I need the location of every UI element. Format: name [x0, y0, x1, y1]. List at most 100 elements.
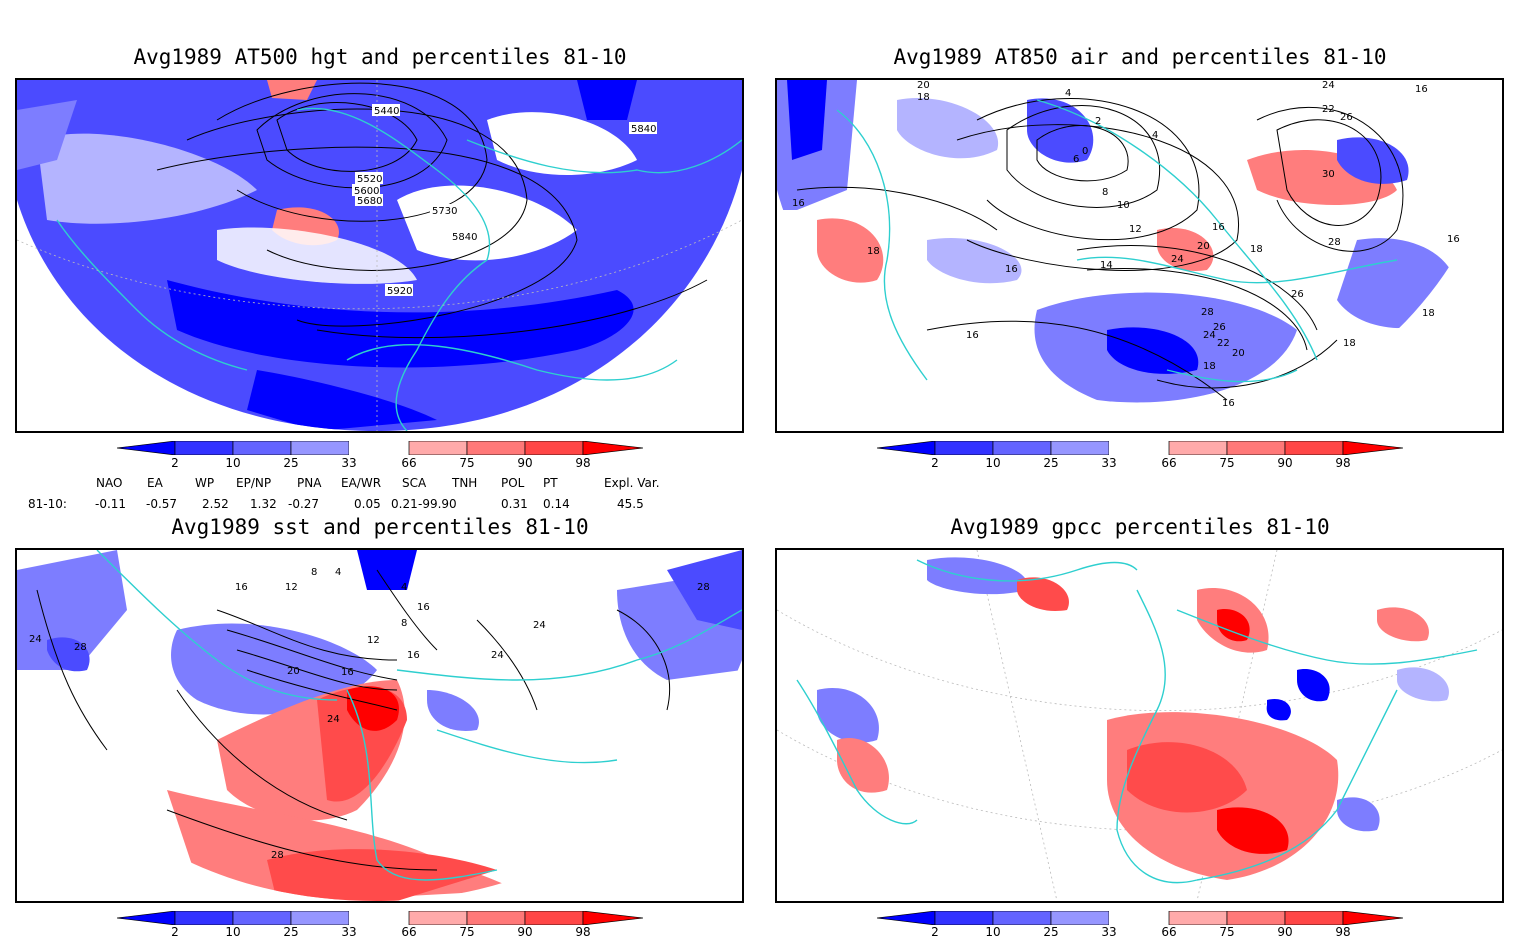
index-header: POL	[501, 476, 525, 490]
contour-label: 20	[287, 666, 300, 677]
map-hgt500-graphic: 5440 5840 5520 5600 5680 5730 5840 5920	[17, 80, 742, 431]
colorbar-label: 66	[1161, 456, 1177, 470]
colorbar-sst: 2 10 25 33 66 75 90 98	[116, 910, 644, 940]
contour-label: 5920	[387, 286, 412, 297]
contour-label: 5440	[374, 106, 399, 117]
contour-label: 12	[367, 635, 380, 646]
contour-label: 4	[1065, 88, 1071, 99]
contour-label: 4	[1152, 130, 1158, 141]
colorbar-label: 10	[225, 456, 241, 470]
panel-title-air850: Avg1989 AT850 air and percentiles 81-10	[893, 45, 1387, 69]
contour-label: 20	[917, 80, 930, 91]
colorbar-label: 2	[931, 925, 939, 939]
contour-label: 24	[1322, 80, 1335, 91]
contour-label: 16	[1222, 398, 1235, 409]
contour-label: 24	[29, 634, 42, 645]
map-panel-sst: 24 28 16 12 8 4 4 8 12 16 20 16 24 24 28…	[15, 548, 744, 903]
colorbar-label: 75	[1219, 925, 1235, 939]
contour-label: 26	[1340, 112, 1353, 123]
contour-label: 16	[1212, 222, 1225, 233]
index-row-label: 81-10:	[28, 497, 67, 511]
colorbar-label: 25	[283, 456, 299, 470]
colorbar-label: 10	[225, 925, 241, 939]
colorbar-label: 98	[575, 456, 591, 470]
index-value: 0.31	[501, 497, 528, 511]
contour-label: 18	[1203, 361, 1216, 372]
index-header: PNA	[297, 476, 322, 490]
contour-label: 5840	[452, 232, 477, 243]
contour-label: 28	[271, 850, 284, 861]
contour-label: 16	[966, 330, 979, 341]
panel-title-hgt500: Avg1989 AT500 hgt and percentiles 81-10	[133, 45, 627, 69]
contour-label: 18	[1343, 338, 1356, 349]
colorbar-label: 33	[1101, 925, 1117, 939]
contour-label: 18	[1250, 244, 1263, 255]
colorbar-graphic	[876, 910, 1404, 926]
contour-label: 8	[311, 567, 317, 578]
contour-label: 12	[285, 582, 298, 593]
panel-title-gpcc: Avg1989 gpcc percentiles 81-10	[950, 515, 1330, 539]
contour-label: 10	[1117, 200, 1130, 211]
map-gpcc-graphic	[777, 550, 1502, 901]
contour-label: 24	[533, 620, 546, 631]
contour-label: 22	[1322, 104, 1335, 115]
index-value: 1.32	[250, 497, 277, 511]
colorbar-air850: 2 10 25 33 66 75 90 98	[876, 440, 1404, 472]
panel-title-sst: Avg1989 sst and percentiles 81-10	[171, 515, 589, 539]
colorbar-label: 2	[171, 925, 179, 939]
contour-label: 4	[401, 582, 407, 593]
contour-label: 5730	[432, 206, 457, 217]
contour-label: 28	[74, 642, 87, 653]
contour-label: 30	[1322, 169, 1335, 180]
contour-label: 16	[792, 198, 805, 209]
contour-label: 24	[1203, 330, 1216, 341]
index-value: -99.90	[418, 497, 457, 511]
colorbar-graphic	[876, 440, 1404, 456]
colorbar-hgt500: 2 10 25 33 66 75 90 98	[116, 440, 644, 472]
contour-label: 16	[341, 667, 354, 678]
index-header: WP	[195, 476, 215, 490]
colorbar-label: 66	[401, 456, 417, 470]
contour-label: 16	[1415, 84, 1428, 95]
contour-label: 0	[1082, 146, 1088, 157]
index-value: 2.52	[202, 497, 229, 511]
index-value: -0.27	[288, 497, 320, 511]
contour-label: 26	[1213, 322, 1226, 333]
contour-label: 20	[1232, 348, 1245, 359]
contour-label: 26	[1291, 289, 1304, 300]
contour-label: 24	[491, 650, 504, 661]
contour-label: 8	[1102, 187, 1108, 198]
contour-label: 18	[917, 92, 930, 103]
colorbar-label: 25	[1043, 456, 1059, 470]
contour-label: 16	[235, 582, 248, 593]
colorbar-label: 33	[341, 925, 357, 939]
index-header: Expl. Var.	[604, 476, 660, 490]
colorbar-label: 33	[1101, 456, 1117, 470]
contour-label: 5840	[631, 124, 656, 135]
colorbar-label: 75	[459, 456, 475, 470]
index-value: 45.5	[617, 497, 644, 511]
contour-label: 8	[401, 618, 407, 629]
colorbar-label: 2	[931, 456, 939, 470]
index-value: 0.21	[391, 497, 418, 511]
map-panel-hgt500: 5440 5840 5520 5600 5680 5730 5840 5920	[15, 78, 744, 433]
contour-label: 28	[1328, 237, 1341, 248]
colorbar-gpcc: 2 10 25 33 66 75 90 98	[876, 910, 1404, 940]
contour-label: 4	[335, 567, 341, 578]
contour-label: 18	[867, 246, 880, 257]
map-panel-air850: 20 18 4 24 22 26 16 2 0 4 6 8 10 12 30 1…	[775, 78, 1504, 433]
contour-label: 5520	[357, 174, 382, 185]
index-header: EP/NP	[236, 476, 272, 490]
colorbar-label: 75	[459, 925, 475, 939]
colorbar-label: 25	[283, 925, 299, 939]
index-header: SCA	[402, 476, 427, 490]
contour-label: 5600	[354, 186, 379, 197]
colorbar-label: 90	[517, 456, 533, 470]
colorbar-graphic	[116, 440, 644, 456]
colorbar-label: 98	[575, 925, 591, 939]
colorbar-label: 75	[1219, 456, 1235, 470]
contour-label: 20	[1197, 241, 1210, 252]
index-value: 0.05	[354, 497, 381, 511]
index-value: 0.14	[543, 497, 570, 511]
contour-label: 12	[1129, 224, 1142, 235]
